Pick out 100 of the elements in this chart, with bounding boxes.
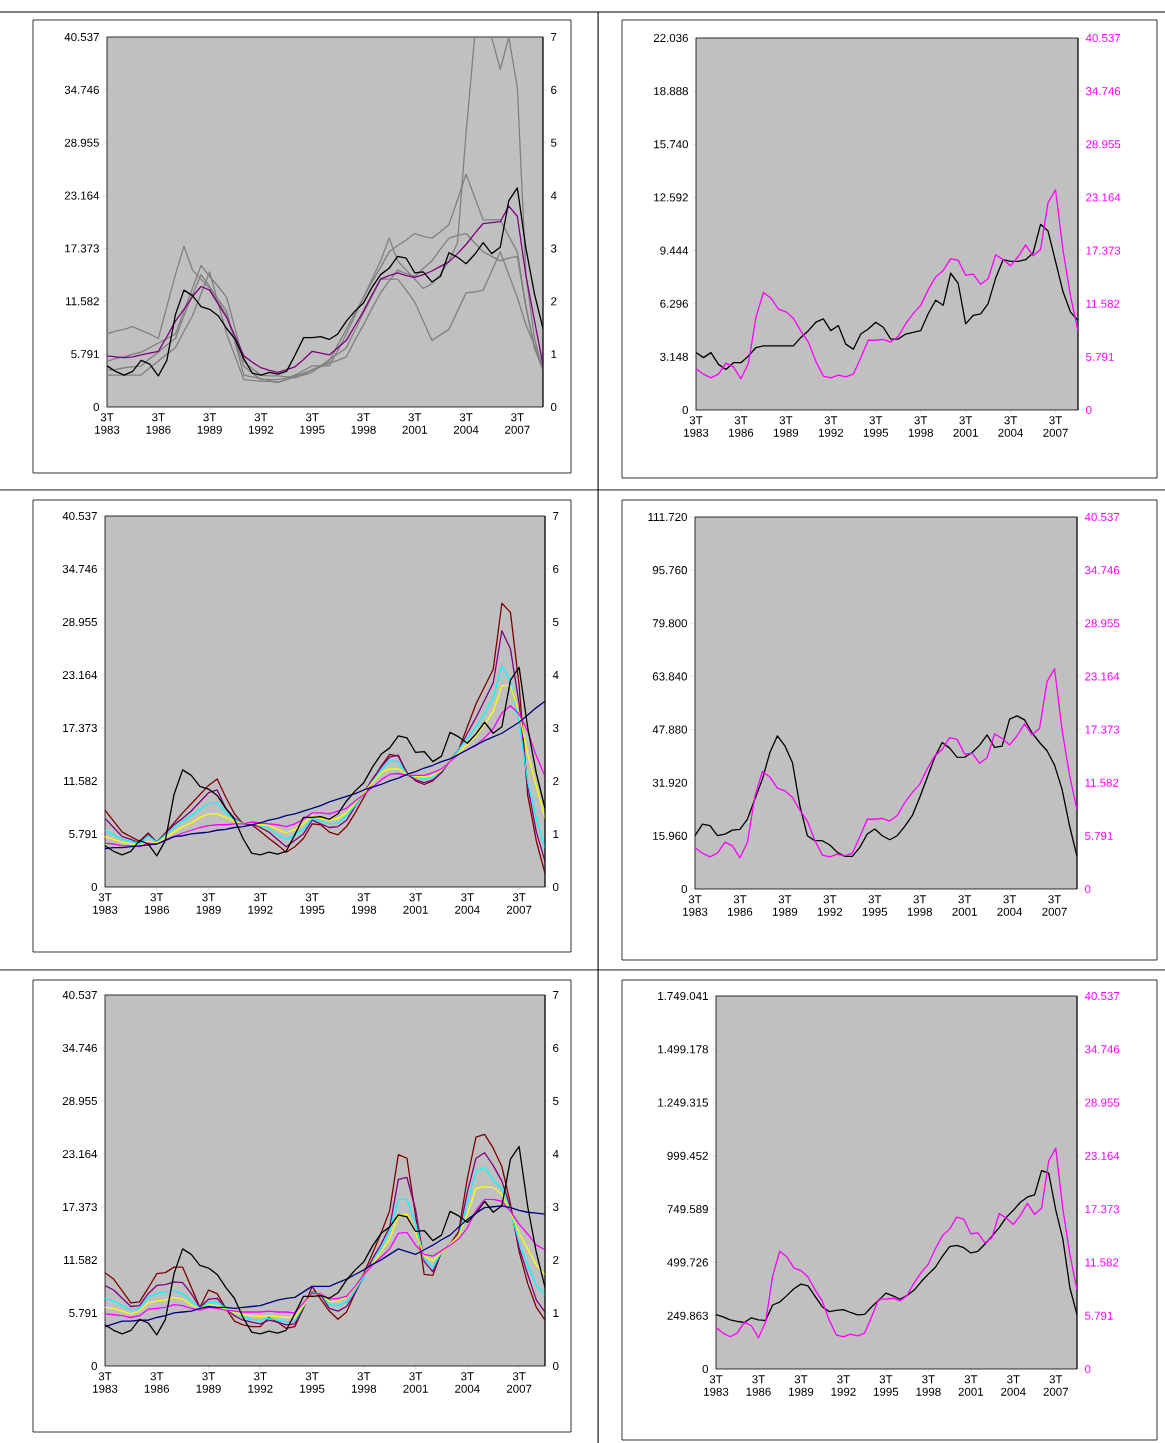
x-tick-label: 3T 1986 [746,1375,771,1396]
y-tick-label: 34.746 [62,1043,97,1053]
y2-tick-label: 6 [553,564,559,574]
y-tick-label: 28.955 [62,617,97,627]
x-tick-label: 3T 2007 [506,893,532,914]
y-tick-label: 17.373 [65,244,99,253]
y2-tick-label: 2 [551,297,557,306]
y-tick-label: 1.249.315 [658,1098,708,1107]
y-tick-label: 12.592 [654,193,688,202]
y2-tick-label: 28.955 [1085,619,1120,628]
x-tick-label: 3T 1995 [862,895,888,916]
x-tick-label: 3T 1983 [93,1372,118,1393]
y2-tick-label: 11.582 [1085,1258,1119,1267]
y2-tick-label: 34.746 [1085,87,1121,96]
x-tick-label: 3T 1995 [300,1372,325,1393]
y-tick-label: 111.720 [648,512,688,522]
x-tick-label: 3T 1986 [144,1372,170,1393]
x-tick-label: 3T 2007 [506,1372,532,1393]
x-tick-label: 3T 1983 [683,895,708,916]
x-tick-label: 3T 1989 [773,416,799,437]
y2-tick-label: 0 [1085,1364,1091,1374]
y2-tick-label: 0 [552,1361,559,1371]
x-tick-label: 3T 1989 [196,1372,221,1393]
y-tick-label: 15.740 [654,140,689,149]
y2-tick-label: 23.164 [1085,1151,1120,1160]
y2-tick-label: 1 [553,1309,559,1317]
x-tick-label: 3T 1989 [789,1375,814,1396]
x-tick-label: 3T 1983 [704,1375,729,1396]
y-tick-label: 9.444 [660,246,689,255]
y2-tick-label: 17.373 [1085,725,1120,734]
x-tick-label: 3T 2004 [1001,1375,1026,1396]
y2-tick-label: 3 [552,723,559,733]
x-tick-label: 3T 1983 [684,416,709,437]
y-tick-label: 34.746 [62,564,97,574]
y-tick-label: 999.452 [667,1151,708,1160]
y-tick-label: 40.537 [62,511,97,521]
y2-tick-label: 1 [551,350,557,359]
x-tick-label: 3T 2004 [998,416,1024,437]
y2-tick-label: 11.582 [1086,299,1120,308]
y-tick-label: 17.373 [63,723,97,733]
x-tick-label: 3T 1989 [196,893,221,914]
y-tick-label: 23.164 [62,670,98,680]
y-tick-label: 1.749.041 [658,991,708,1001]
y2-tick-label: 7 [553,512,559,520]
y2-tick-label: 17.373 [1085,1205,1120,1214]
x-tick-label: 3T 1983 [95,413,120,434]
y2-tick-label: 0 [550,402,557,412]
y2-tick-label: 4 [550,191,557,200]
y-tick-label: 0 [702,1364,709,1374]
y-tick-label: 0 [91,882,98,892]
y-tick-label: 28.955 [62,1096,97,1106]
x-tick-label: 3T 1986 [729,416,754,437]
y-tick-label: 23.164 [64,191,100,200]
y-tick-label: 6.296 [660,299,688,308]
x-tick-label: 3T 1989 [772,895,798,916]
y-tick-label: 499.726 [667,1258,708,1267]
y-tick-label: 5.791 [69,829,97,839]
y2-tick-label: 28.955 [1085,1098,1120,1107]
y2-tick-label: 6 [551,85,557,94]
y2-tick-label: 40.537 [1084,991,1120,1001]
x-tick-label: 3T 2001 [403,1372,428,1393]
y2-tick-label: 5.791 [1085,352,1114,361]
y-tick-label: 0 [682,405,689,415]
y-tick-label: 23.164 [62,1149,98,1159]
x-tick-label: 3T 1995 [300,893,325,914]
y2-tick-label: 34.746 [1084,566,1120,575]
y2-tick-label: 11.582 [1085,778,1119,787]
y-tick-label: 79.800 [652,619,688,628]
y-tick-label: 0 [93,402,100,412]
y-tick-label: 22.036 [653,33,688,43]
y2-tick-label: 7 [553,991,559,999]
x-tick-label: 3T 2007 [1043,416,1068,437]
y2-tick-label: 5 [552,617,559,626]
y2-tick-label: 0 [552,882,559,892]
x-tick-label: 3T 1998 [351,1372,377,1393]
y2-tick-label: 6 [553,1043,559,1053]
x-tick-label: 3T 2007 [1043,1375,1068,1396]
y2-tick-label: 5 [550,138,557,147]
y2-tick-label: 0 [1084,884,1091,894]
y-tick-label: 0 [91,1361,98,1371]
x-tick-label: 3T 1998 [351,413,376,434]
y-tick-label: 31.920 [652,778,688,787]
y-tick-label: 40.537 [62,990,97,1000]
x-tick-label: 3T 1983 [93,893,118,914]
y-tick-label: 1.499.178 [658,1045,708,1054]
y-tick-label: 11.582 [64,1255,97,1265]
y2-tick-label: 17.373 [1086,246,1121,255]
x-tick-label: 3T 2001 [402,413,427,434]
x-tick-label: 3T 1989 [197,413,222,434]
x-tick-label: 3T 2001 [953,416,978,437]
x-tick-label: 3T 2001 [952,895,977,916]
y-tick-label: 11.582 [64,776,97,786]
x-tick-label: 3T 2007 [505,413,530,434]
y2-tick-label: 5.791 [1084,831,1113,840]
x-tick-label: 3T 1986 [146,413,171,434]
y2-tick-label: 5.791 [1085,1311,1113,1320]
y-tick-label: 40.537 [64,32,99,42]
y-tick-label: 95.760 [652,566,688,575]
x-tick-label: 3T 1998 [908,416,933,437]
y2-tick-label: 1 [553,830,559,838]
